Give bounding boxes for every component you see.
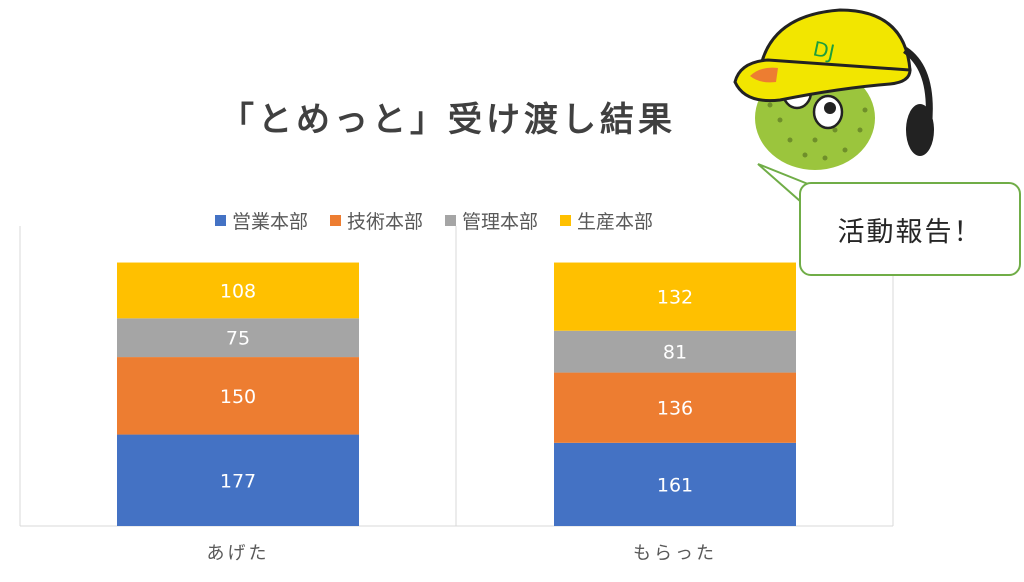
mascot-cap-icon: DJ (733, 8, 912, 103)
data-label-0-2: 75 (226, 328, 250, 350)
legend-swatch-0 (215, 215, 226, 226)
headphones-icon (902, 47, 934, 156)
data-label-1-3: 132 (657, 287, 693, 309)
legend-item-2: 管理本部 (445, 207, 538, 234)
legend-swatch-3 (560, 215, 572, 226)
legend-label-0: 営業本部 (232, 211, 309, 233)
bar-segment-1-3 (554, 262, 796, 331)
legend-swatch-1 (330, 215, 342, 226)
mascot-cap-label: DJ (811, 36, 837, 64)
speech-bubble: 活動報告！ (799, 182, 1021, 276)
speech-bubble-text: 活動報告！ (837, 216, 983, 248)
bar-segment-0-0 (117, 434, 359, 526)
bar-segment-0-2 (117, 318, 359, 358)
legend-item-1: 技術本部 (330, 207, 423, 234)
chart-title: 「とめっと」受け渡し結果 (220, 100, 676, 140)
data-label-1-2: 81 (663, 342, 687, 364)
bar-segment-0-1 (117, 357, 359, 435)
bar-segment-1-1 (554, 372, 796, 443)
legend-label-2: 管理本部 (462, 211, 539, 233)
legend-item-0: 営業本部 (215, 207, 308, 234)
legend-label-3: 生産本部 (577, 211, 654, 233)
mascot-dj-icon: DJ (733, 8, 934, 170)
legend-swatch-2 (445, 215, 457, 226)
bar-segment-1-2 (554, 330, 796, 373)
bar-segment-0-3 (117, 262, 359, 319)
data-label-0-1: 150 (220, 386, 256, 408)
data-label-1-0: 161 (657, 474, 693, 496)
legend: 営業本部 技術本部 管理本部 生産本部 (215, 207, 653, 234)
data-label-0-0: 177 (220, 470, 256, 492)
legend-label-1: 技術本部 (347, 211, 424, 233)
data-label-0-3: 108 (220, 280, 256, 302)
legend-item-3: 生産本部 (560, 207, 653, 234)
x-tick-label-0: あげた (207, 543, 270, 564)
bar-segment-1-0 (554, 442, 796, 526)
data-label-1-1: 136 (657, 398, 693, 420)
x-tick-label-1: もらった (633, 543, 717, 564)
